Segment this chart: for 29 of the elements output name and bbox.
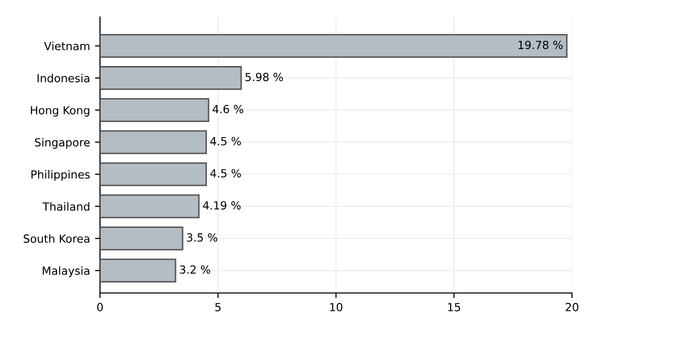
data-label: 4.5 % bbox=[210, 169, 241, 178]
y-tick-label: Thailand bbox=[42, 202, 90, 211]
y-tick-label: Vietnam bbox=[44, 42, 90, 50]
bar bbox=[100, 194, 200, 218]
y-tick-label: Malaysia bbox=[42, 266, 90, 278]
data-label: 3.5 % bbox=[186, 233, 218, 242]
y-tick-label: Singapore bbox=[34, 138, 90, 149]
data-label: 3.2 % bbox=[180, 265, 210, 274]
bar bbox=[100, 162, 207, 186]
y-tick-label: Indonesia bbox=[38, 74, 90, 82]
data-label: 4.19 % bbox=[202, 201, 241, 210]
bar bbox=[100, 98, 210, 122]
y-tick-label: Philippines bbox=[32, 170, 90, 181]
data-label: 4.5 % bbox=[210, 136, 241, 146]
x-tick-label: 20 bbox=[566, 302, 578, 312]
x-tick-label: 15 bbox=[448, 303, 460, 312]
data-label: 5.98 % bbox=[246, 72, 283, 82]
bar bbox=[100, 226, 184, 250]
x-tick-label: 0 bbox=[97, 302, 103, 312]
data-label: 4.6 % bbox=[212, 104, 244, 114]
y-tick-label: Hong Kong bbox=[30, 106, 90, 117]
y-tick-label: South Korea bbox=[24, 234, 90, 243]
bar bbox=[100, 66, 242, 90]
x-tick-label: 10 bbox=[330, 302, 342, 312]
bar bbox=[100, 258, 176, 282]
bar bbox=[100, 130, 207, 154]
data-label: 19.78 % bbox=[518, 40, 563, 50]
bar bbox=[100, 34, 568, 58]
x-tick-label: 5 bbox=[215, 303, 221, 312]
